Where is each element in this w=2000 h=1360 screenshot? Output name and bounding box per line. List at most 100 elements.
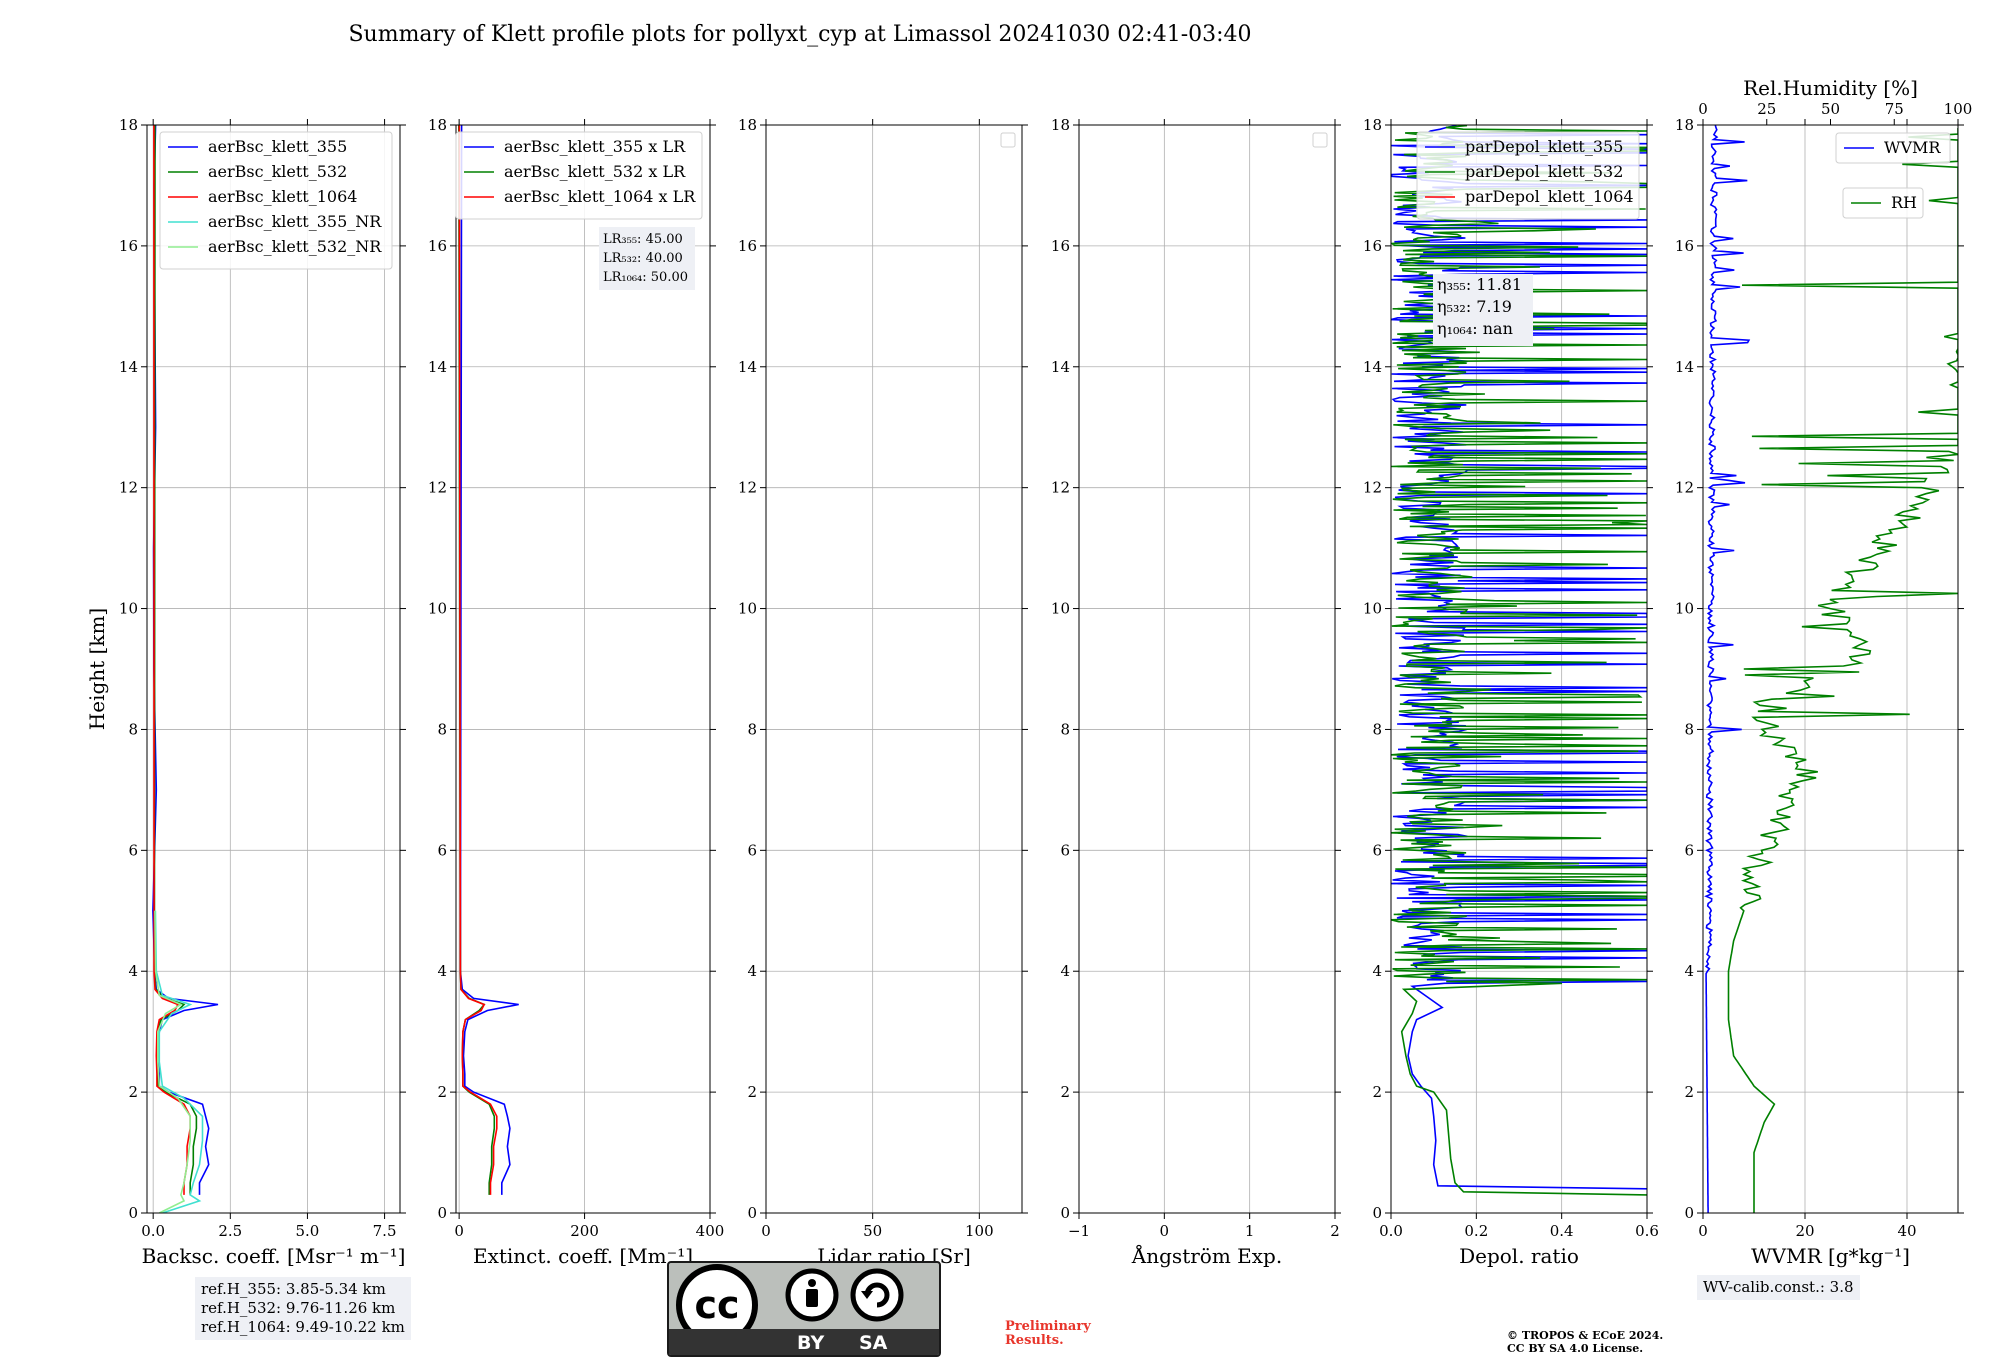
y-tick-label: 14 (428, 358, 447, 376)
top-x-axis-label: Rel.Humidity [%] (1743, 76, 1918, 100)
wv-calib-const: WV-calib.const.: 3.8 (1703, 1278, 1854, 1296)
y-axis-label: Height [km] (85, 608, 109, 730)
y-tick-label: 16 (738, 237, 757, 255)
y-tick-label: 10 (738, 600, 757, 618)
empty-legend-box (1312, 132, 1328, 148)
legend-label: aerBsc_klett_1064 x LR (504, 187, 696, 206)
legend-box (1835, 132, 1951, 164)
plot-frame (146, 124, 401, 1214)
annotation-line: LR₃₅₅: 45.00 (603, 232, 683, 247)
legend-label: aerBsc_klett_355 x LR (504, 137, 686, 156)
y-tick-label: 18 (1051, 116, 1070, 134)
y-tick-label: 16 (428, 237, 447, 255)
y-tick-label: 12 (1051, 479, 1070, 497)
y-tick-label: 18 (119, 116, 138, 134)
y-tick-label: 4 (1372, 962, 1382, 980)
x-tick-label: 40 (1897, 1222, 1916, 1240)
top-x-tick-label: 100 (1944, 100, 1973, 118)
series-line-aerBsc_klett_532_NR (154, 910, 191, 1213)
legend-label: aerBsc_klett_532 (208, 162, 347, 181)
plot-frame (1390, 124, 1648, 1214)
y-tick-label: 2 (1060, 1083, 1070, 1101)
series-line-aerBsc_klett_355_NR (154, 910, 204, 1213)
legend-label: aerBsc_klett_532_NR (208, 237, 382, 256)
y-tick-label: 10 (119, 600, 138, 618)
series-line-WVMR (1704, 125, 1751, 1213)
series-line-aerBsc_klett_532 (153, 125, 198, 1195)
x-tick-label: 100 (965, 1222, 994, 1240)
y-tick-label: 16 (1675, 237, 1694, 255)
x-axis-label: Backsc. coeff. [Msr⁻¹ m⁻¹] (142, 1244, 406, 1268)
x-tick-label: 20 (1795, 1222, 1814, 1240)
x-axis-label: Extinct. coeff. [Mm⁻¹] (473, 1244, 693, 1268)
y-tick-label: 8 (1684, 720, 1694, 738)
y-tick-label: 10 (1051, 600, 1070, 618)
y-tick-label: 18 (1363, 116, 1382, 134)
copyright-note: © TROPOS & ECoE 2024. CC BY SA 4.0 Licen… (1507, 1329, 1663, 1355)
x-axis-label: WVMR [g*kg⁻¹] (1751, 1244, 1910, 1268)
legend-box (455, 131, 703, 220)
legend-label: aerBsc_klett_355 (208, 137, 347, 156)
preliminary-note: Preliminary Results. (1005, 1320, 1091, 1348)
plot-frame (455, 124, 711, 1214)
y-tick-label: 12 (1675, 479, 1694, 497)
y-tick-label: 12 (1363, 479, 1382, 497)
ref-height-1064: ref.H_1064: 9.49-10.22 km (201, 1318, 405, 1336)
y-tick-label: 12 (428, 479, 447, 497)
cc-by-label: BY (797, 1332, 825, 1354)
y-tick-label: 0 (128, 1204, 138, 1222)
y-tick-label: 18 (428, 116, 447, 134)
legend-box (1842, 187, 1924, 219)
y-tick-label: 2 (747, 1083, 757, 1101)
y-tick-label: 6 (1060, 841, 1070, 859)
series-line-parDepol_klett_532 (1391, 125, 1647, 1196)
y-tick-label: 0 (1684, 1204, 1694, 1222)
top-x-tick-label: 0 (1698, 100, 1708, 118)
y-tick-label: 2 (1372, 1083, 1382, 1101)
legend-label: WVMR (1884, 138, 1941, 157)
figure-title: Summary of Klett profile plots for polly… (348, 22, 1252, 47)
cc-license-badge: cc BY SA (667, 1261, 941, 1357)
y-tick-label: 10 (428, 600, 447, 618)
y-tick-label: 6 (1372, 841, 1382, 859)
x-tick-label: 0 (761, 1222, 771, 1240)
y-tick-label: 0 (437, 1204, 447, 1222)
reference-height-box: ref.H_355: 3.85-5.34 km ref.H_532: 9.76-… (195, 1277, 411, 1340)
series-line-aerBsc_klett_355 x LR (459, 125, 519, 1195)
legend-label: parDepol_klett_1064 (1465, 187, 1634, 206)
annotation-line: LR₁₀₆₄: 50.00 (603, 270, 688, 285)
x-tick-label: 200 (570, 1222, 599, 1240)
series-line-aerBsc_klett_1064 (153, 125, 191, 1195)
y-tick-label: 4 (437, 962, 447, 980)
x-tick-label: 0 (1160, 1222, 1170, 1240)
legend-label: aerBsc_klett_1064 (208, 187, 357, 206)
plot-frame (1078, 124, 1336, 1214)
x-tick-label: 0.4 (1550, 1222, 1574, 1240)
chart-panel-5: 0 2 4 6 8 10 12 14 16 18 0.0 0.2 0.4 0.6 Depol. ratio p… (1363, 116, 1659, 1268)
y-tick-label: 14 (119, 358, 138, 376)
y-tick-label: 18 (738, 116, 757, 134)
copyright-line-1: © TROPOS & ECoE 2024. (1507, 1329, 1664, 1342)
y-tick-label: 2 (128, 1083, 138, 1101)
y-tick-label: 8 (1372, 720, 1382, 738)
empty-legend-box (1000, 132, 1016, 148)
y-tick-label: 8 (128, 720, 138, 738)
y-tick-label: 18 (1675, 116, 1694, 134)
y-tick-label: 14 (738, 358, 757, 376)
x-tick-label: 2 (1330, 1222, 1340, 1240)
preliminary-line-2: Results. (1005, 1333, 1064, 1348)
y-tick-label: 16 (1051, 237, 1070, 255)
top-x-tick-label: 75 (1885, 100, 1904, 118)
y-tick-label: 16 (1363, 237, 1382, 255)
legend-label: aerBsc_klett_532 x LR (504, 162, 686, 181)
y-tick-label: 12 (738, 479, 757, 497)
x-axis-label: Ångström Exp. (1131, 1243, 1282, 1268)
y-tick-label: 2 (1684, 1083, 1694, 1101)
series-line-RH (1727, 128, 1958, 1213)
preliminary-line-1: Preliminary (1005, 1319, 1091, 1334)
y-tick-label: 10 (1675, 600, 1694, 618)
